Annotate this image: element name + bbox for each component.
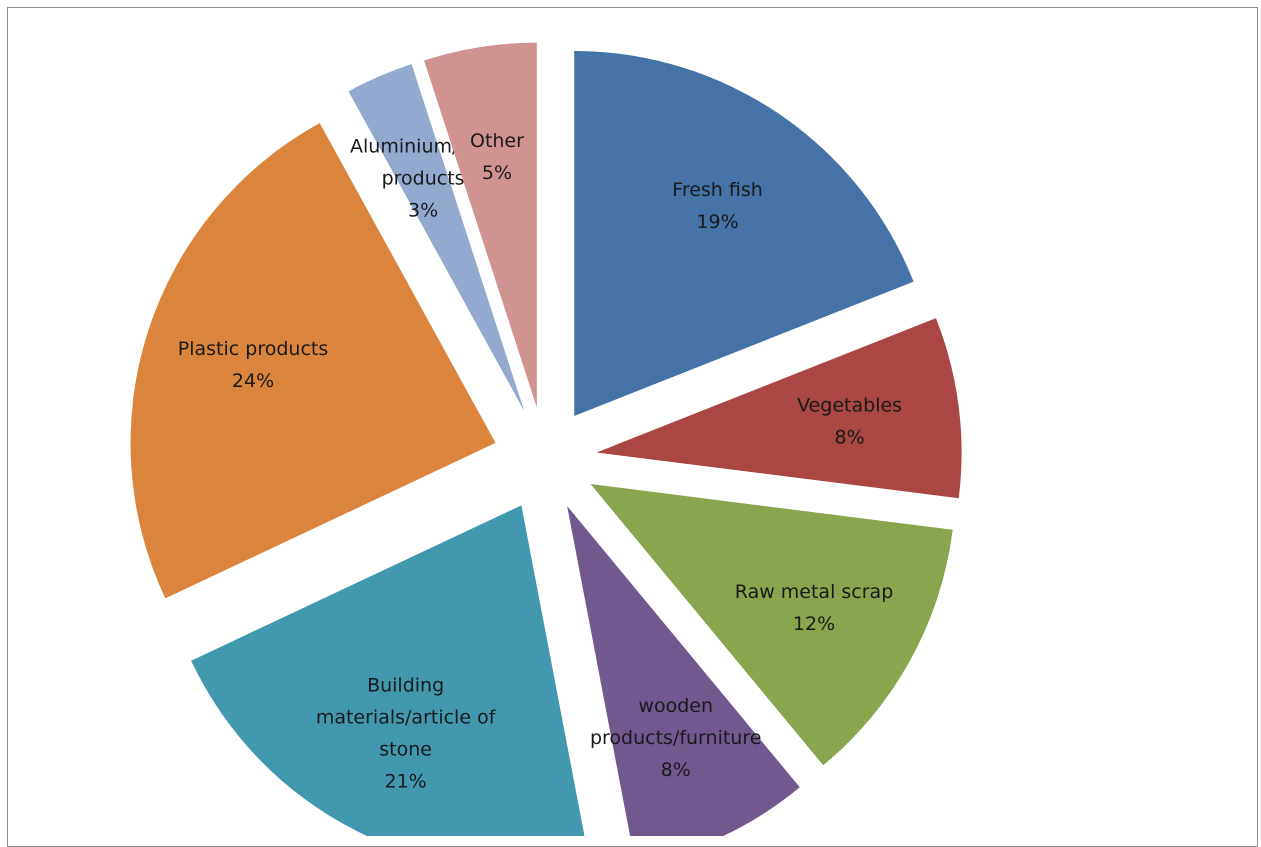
data-label-other: Other 5% [470, 130, 524, 184]
pie-slice-wooden-products-furniture [567, 506, 800, 836]
pie-slice-other [424, 42, 537, 408]
pie-slice-raw-metal-scrap [590, 484, 953, 766]
pie-slice-vegetables [596, 318, 962, 499]
pie-slice-fresh-fish [574, 50, 914, 416]
pie-slice-plastic-products [130, 123, 496, 599]
data-label-building-materials-article-of-stone: Building materials/article of stone 21% [316, 675, 497, 793]
pie-slice-aluminium-pvc-products [348, 64, 525, 412]
data-label-fresh-fish: Fresh fish 19% [672, 179, 763, 233]
data-label-wooden-products-furniture: wooden products/furniture 8% [590, 695, 761, 781]
data-label-raw-metal-scrap: Raw metal scrap 12% [735, 581, 893, 635]
pie-slice-building-materials-article-of-stone [191, 505, 585, 836]
data-label-vegetables: Vegetables 8% [797, 395, 902, 449]
data-label-plastic-products: Plastic products 24% [178, 338, 328, 392]
